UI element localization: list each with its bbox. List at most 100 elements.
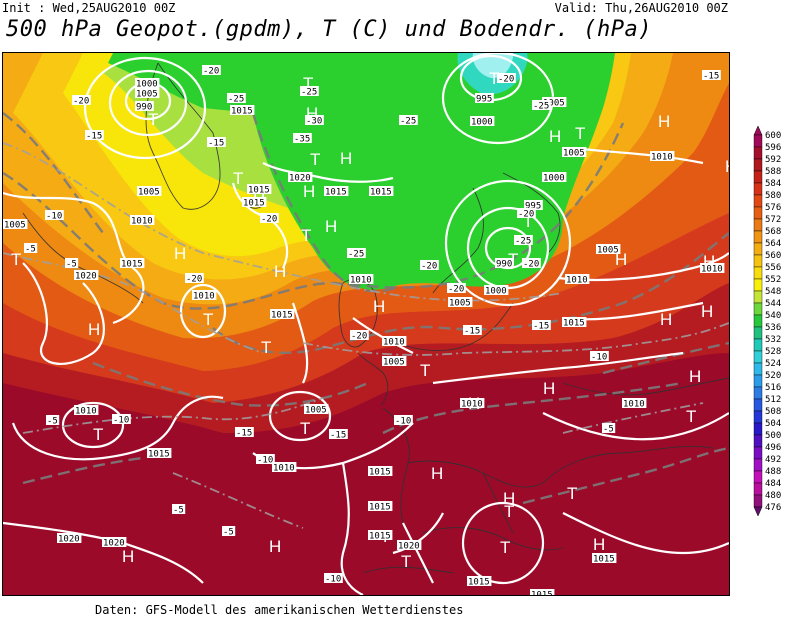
high-pressure-label: H <box>593 535 605 554</box>
isoline-value-text: 995 <box>525 202 541 212</box>
isoline-value-box <box>72 95 91 105</box>
scale-label: 568 <box>765 227 781 237</box>
isoline-value-text: -5 <box>25 245 36 255</box>
isoline-value-label: 995 <box>524 200 543 212</box>
high-pressure-label: H <box>373 297 385 316</box>
isoline-value-label: -10 <box>324 573 343 585</box>
isoline-value-text: 1015 <box>531 591 553 596</box>
isoline-value-label: -20 <box>497 73 516 85</box>
low-pressure-label: T <box>93 425 103 444</box>
high-pressure-label: H <box>340 149 352 168</box>
isoline-value-box <box>222 526 236 536</box>
isoline-value-label: 1015 <box>467 576 492 588</box>
isoline-value-box <box>3 219 28 229</box>
scale-swatch <box>753 158 763 172</box>
isoline-value-text: 1010 <box>131 217 153 227</box>
scale-swatch <box>753 134 763 148</box>
isoline-value-label: 1005 <box>562 147 587 159</box>
low-pressure-label: T <box>686 407 696 426</box>
isoline-value-label: -15 <box>702 70 721 82</box>
scale-swatch <box>753 242 763 256</box>
scale-label: 508 <box>765 407 781 417</box>
isoline-value-label: 1015 <box>368 501 393 513</box>
scale-label: 516 <box>765 383 781 393</box>
isoline-value-box <box>522 258 541 268</box>
isoline-value-box <box>484 285 509 295</box>
color-scale-canvas: 600 596 592 588 584 580 576 572 568 564 560 556 552 5… <box>753 125 781 517</box>
isoline-value-text: 1010 <box>623 400 645 410</box>
isoline-value-text: 1015 <box>121 260 143 270</box>
isoline-value-text: -5 <box>66 260 77 270</box>
scale-label: 548 <box>765 287 781 297</box>
scale-label: 540 <box>765 311 781 321</box>
map-labels: HHHHHHHHHHHHHHHHHHHHHHHHTTTTTTTTTTTTTTTT… <box>3 65 729 595</box>
isoline-value-label: 1010 <box>565 274 590 286</box>
scale-swatch <box>753 494 763 508</box>
isoline-value-label: 1015 <box>324 186 349 198</box>
isoline-value-box <box>447 283 466 293</box>
scale-swatch <box>753 146 763 160</box>
isoline-value-label: 1010 <box>349 274 374 286</box>
isoline-value-text: 1000 <box>471 118 493 128</box>
isoline-value-text: 1015 <box>593 555 615 565</box>
low-pressure-label: T <box>310 150 320 169</box>
high-pressure-label: H <box>269 537 281 556</box>
isoline-value-box <box>120 258 145 268</box>
field-green <box>108 53 615 290</box>
isoline-value-text: 1005 <box>136 90 158 100</box>
isoline-value-label: -20 <box>202 65 221 77</box>
low-pressure-label: T <box>301 226 311 245</box>
low-pressure-label: T <box>567 484 577 503</box>
isoline-value-box <box>350 330 369 340</box>
isoline-value-box <box>147 448 172 458</box>
isoline-value-text: -25 <box>228 95 244 105</box>
isoline-value-box <box>542 172 567 182</box>
isoline-value-text: 1005 <box>563 149 585 159</box>
isoline-value-text: 1015 <box>468 578 490 588</box>
valid-time: Valid: Thu,26AUG2010 00Z <box>554 1 728 15</box>
scale-label: 532 <box>765 335 781 345</box>
isoline-value-label: 1015 <box>242 197 267 209</box>
isoline-value-text: -20 <box>203 67 219 77</box>
low-pressure-label: T <box>523 212 533 231</box>
isoline-value-box <box>368 501 393 511</box>
isoline-value-label: 1005 <box>382 356 407 368</box>
isoline-value-label: -5 <box>172 504 186 516</box>
isoline-value-label: 990 <box>495 258 514 270</box>
isoline-value-text: 1015 <box>369 468 391 478</box>
isoline-value-text: -15 <box>533 322 549 332</box>
isoline-value-box <box>602 423 616 433</box>
scale-swatch <box>753 398 763 412</box>
isoline-value-text: 1005 <box>597 246 619 256</box>
isoline-value-box <box>562 317 587 327</box>
scale-swatch <box>753 446 763 460</box>
isoline-value-text: -25 <box>301 88 317 98</box>
isoline-value-label: 1005 <box>3 219 28 231</box>
isoline-value-box <box>324 573 343 583</box>
low-pressure-label: T <box>148 110 158 129</box>
isoline-value-text: -20 <box>523 260 539 270</box>
isoline-value-box <box>272 462 297 472</box>
isoline-value-box <box>74 270 99 280</box>
isoline-value-label: -10 <box>112 414 131 426</box>
isoline-value-label: 1000 <box>135 78 160 90</box>
isoline-value-box <box>460 398 485 408</box>
isoline-value-label: -5 <box>65 258 79 270</box>
isoline-value-text: 1000 <box>136 80 158 90</box>
high-pressure-label: H <box>660 310 672 329</box>
low-pressure-label: T <box>300 419 310 438</box>
isoline-value-label: -20 <box>185 273 204 285</box>
isoline-value-text: 1005 <box>449 299 471 309</box>
isoline-value-box <box>368 530 393 540</box>
isoline-value-box <box>590 351 609 361</box>
isoline-value-label: -10 <box>256 454 275 466</box>
isoline-value-text: -10 <box>113 416 129 426</box>
isoline-value-box <box>260 213 279 223</box>
isoline-value-text: -35 <box>294 135 310 145</box>
isoline-value-box <box>288 172 313 182</box>
isoline-value-text: -25 <box>348 250 364 260</box>
isoline-value-box <box>495 258 514 268</box>
isoline-value-text: 1020 <box>398 542 420 552</box>
isoline-value-text: 1010 <box>273 464 295 474</box>
scale-label: 520 <box>765 371 781 381</box>
